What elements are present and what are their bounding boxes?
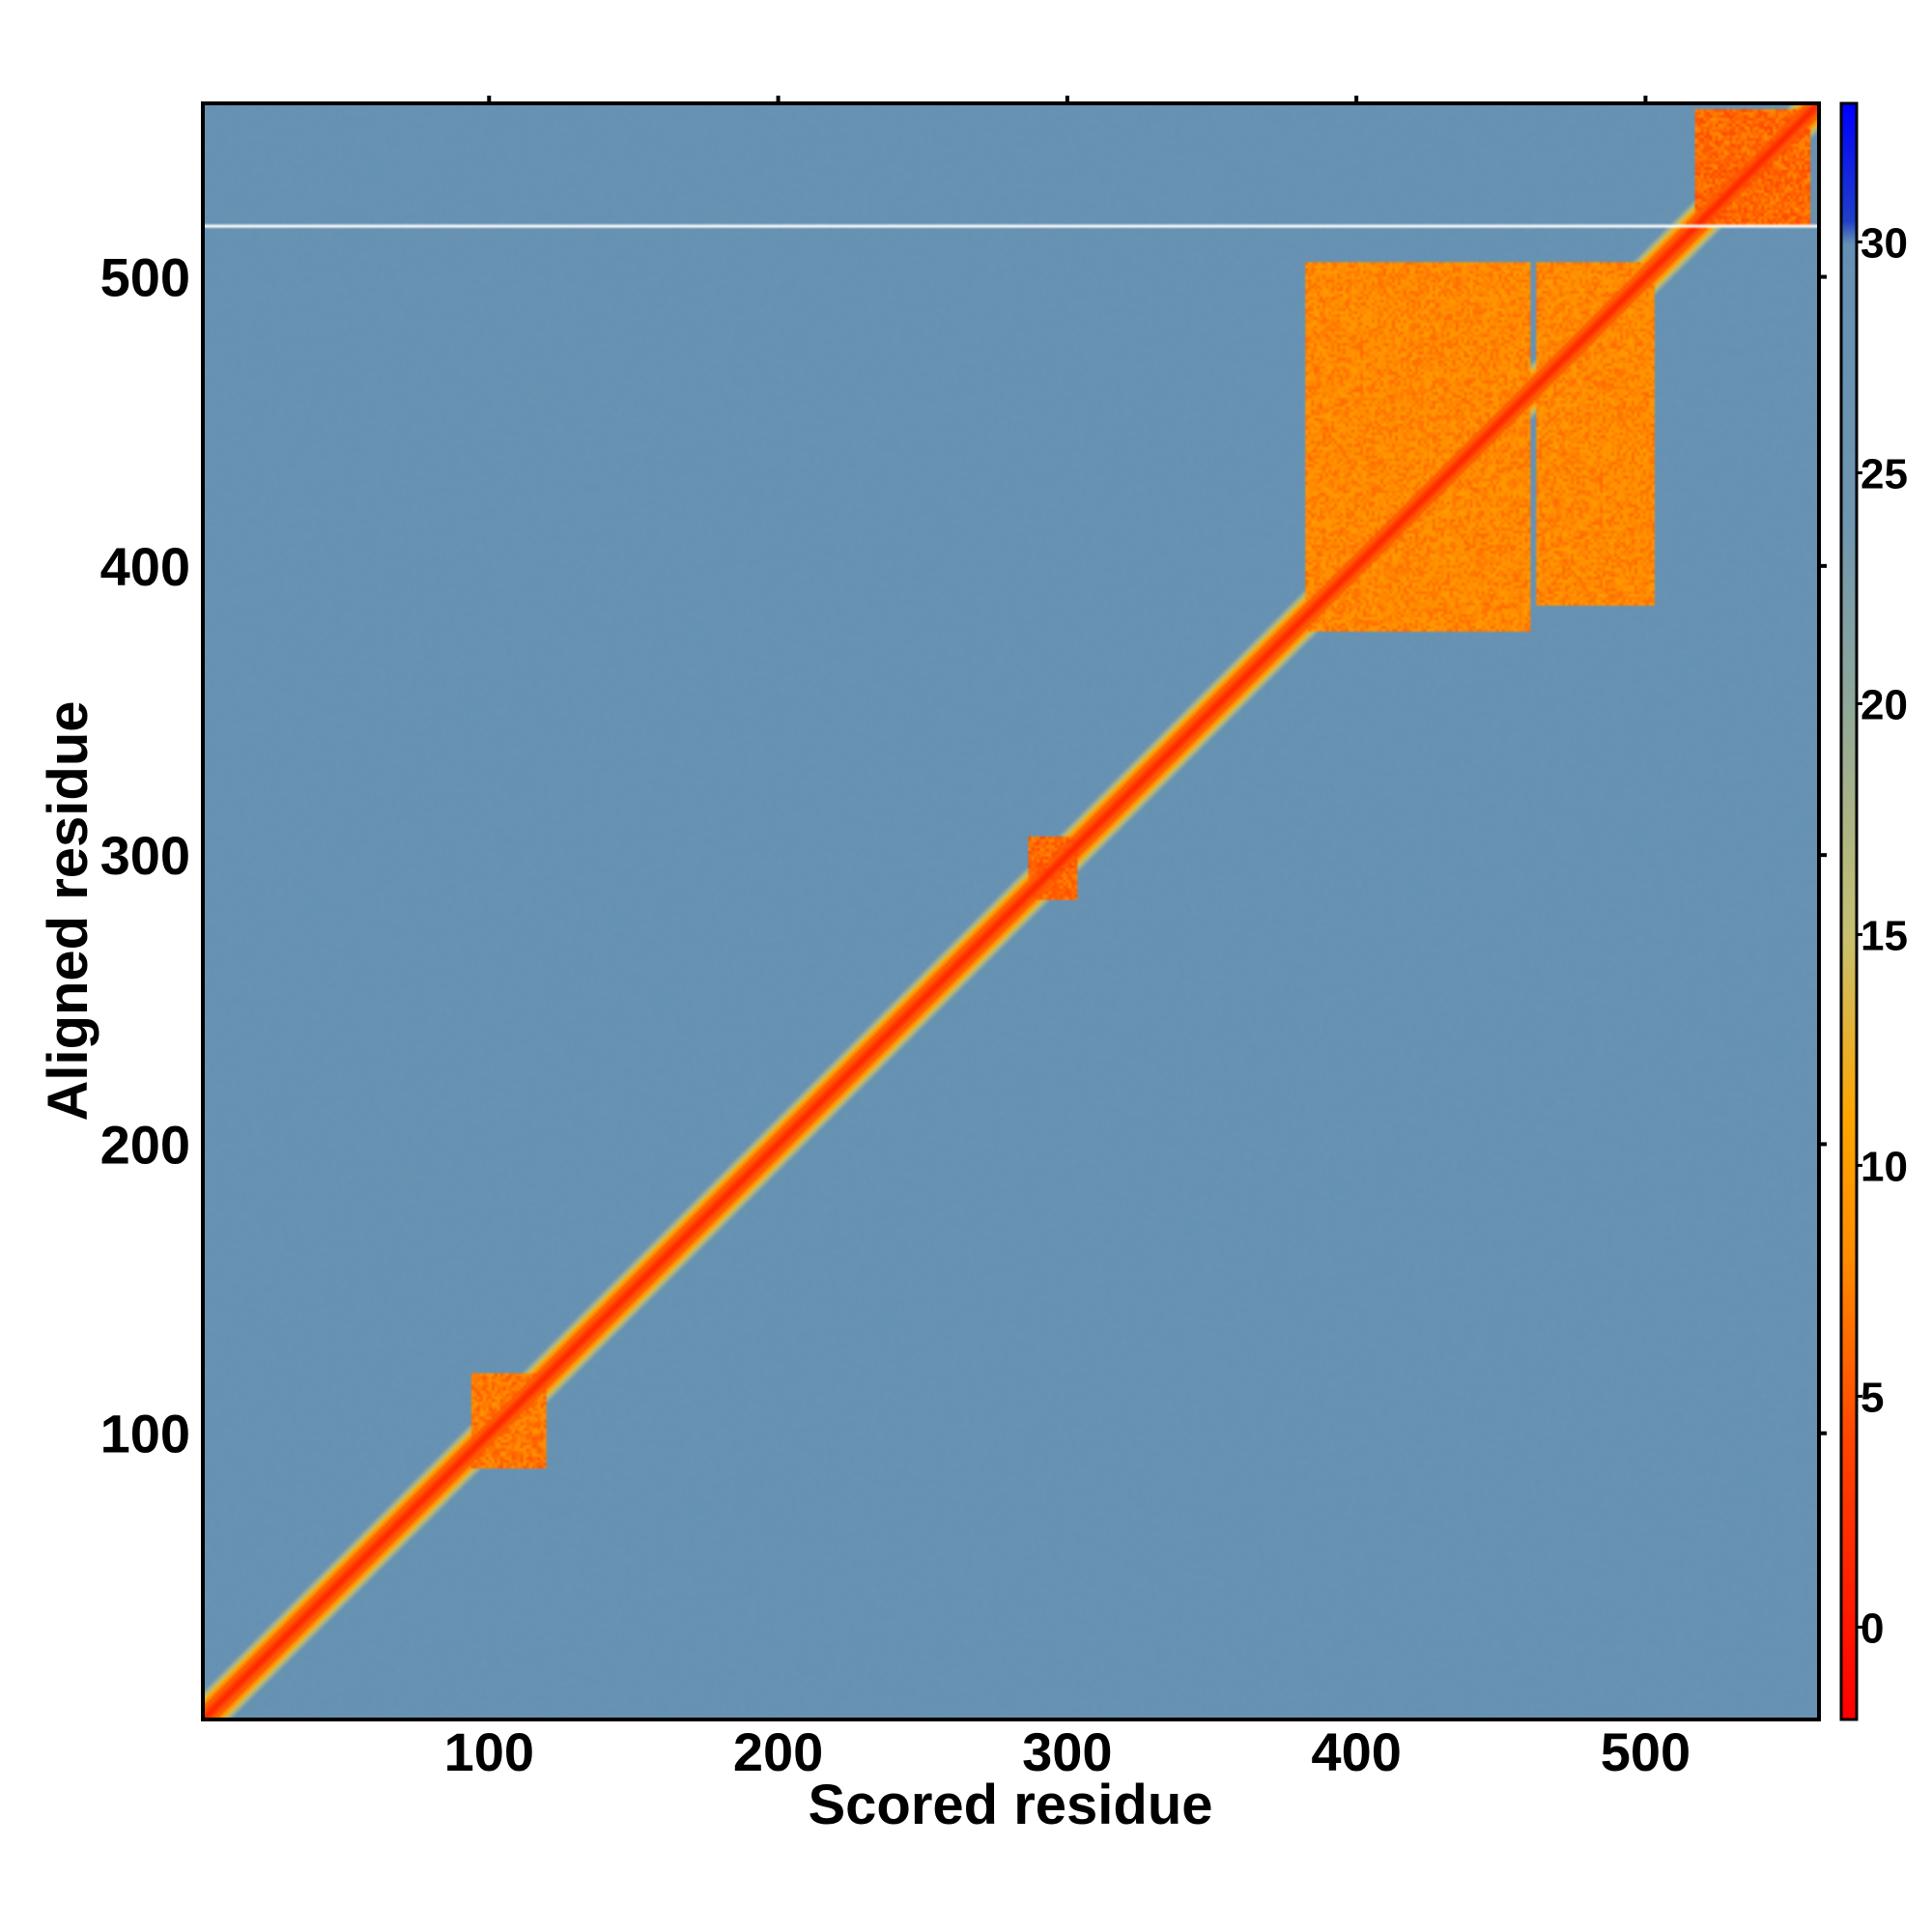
y-axis-ticks: 100 200 300 400 500 (100, 247, 1827, 1464)
x-tick-label: 300 (1022, 1721, 1112, 1782)
heatmap-cells (203, 103, 1819, 1719)
y-axis-title: Aligned residue (37, 700, 99, 1121)
colorbar-tick-label: 5 (1861, 1374, 1884, 1421)
colorbar-gradient (1841, 103, 1857, 1719)
x-axis-ticks: 100 200 300 400 500 (444, 96, 1690, 1782)
y-tick-label: 500 (100, 247, 190, 308)
colorbar-tick-label: 20 (1861, 681, 1908, 728)
y-tick-label: 300 (100, 825, 190, 886)
y-tick-label: 200 (100, 1114, 190, 1175)
heatmap-image (203, 103, 1819, 1719)
colorbar-frame (1839, 101, 1859, 1721)
x-axis-title: Scored residue (808, 1774, 1212, 1836)
colorbar-tick-label: 15 (1861, 912, 1908, 959)
colorbar-tick-label: 25 (1861, 450, 1908, 497)
plot-frame (201, 101, 1821, 1721)
colorbar-tick-label: 0 (1861, 1605, 1884, 1652)
x-tick-label: 100 (444, 1721, 534, 1782)
colorbar-tick-label: 30 (1861, 219, 1908, 267)
colorbar: 0 5 10 15 20 25 30 (1839, 101, 1908, 1721)
colorbar-tick-label: 10 (1861, 1143, 1908, 1190)
y-tick-label: 400 (100, 536, 190, 597)
colorbar-ticks: 0 5 10 15 20 25 30 (1857, 219, 1908, 1652)
x-tick-label: 500 (1601, 1721, 1690, 1782)
y-tick-label: 100 (100, 1404, 190, 1464)
x-tick-label: 200 (733, 1721, 823, 1782)
x-tick-label: 400 (1311, 1721, 1401, 1782)
